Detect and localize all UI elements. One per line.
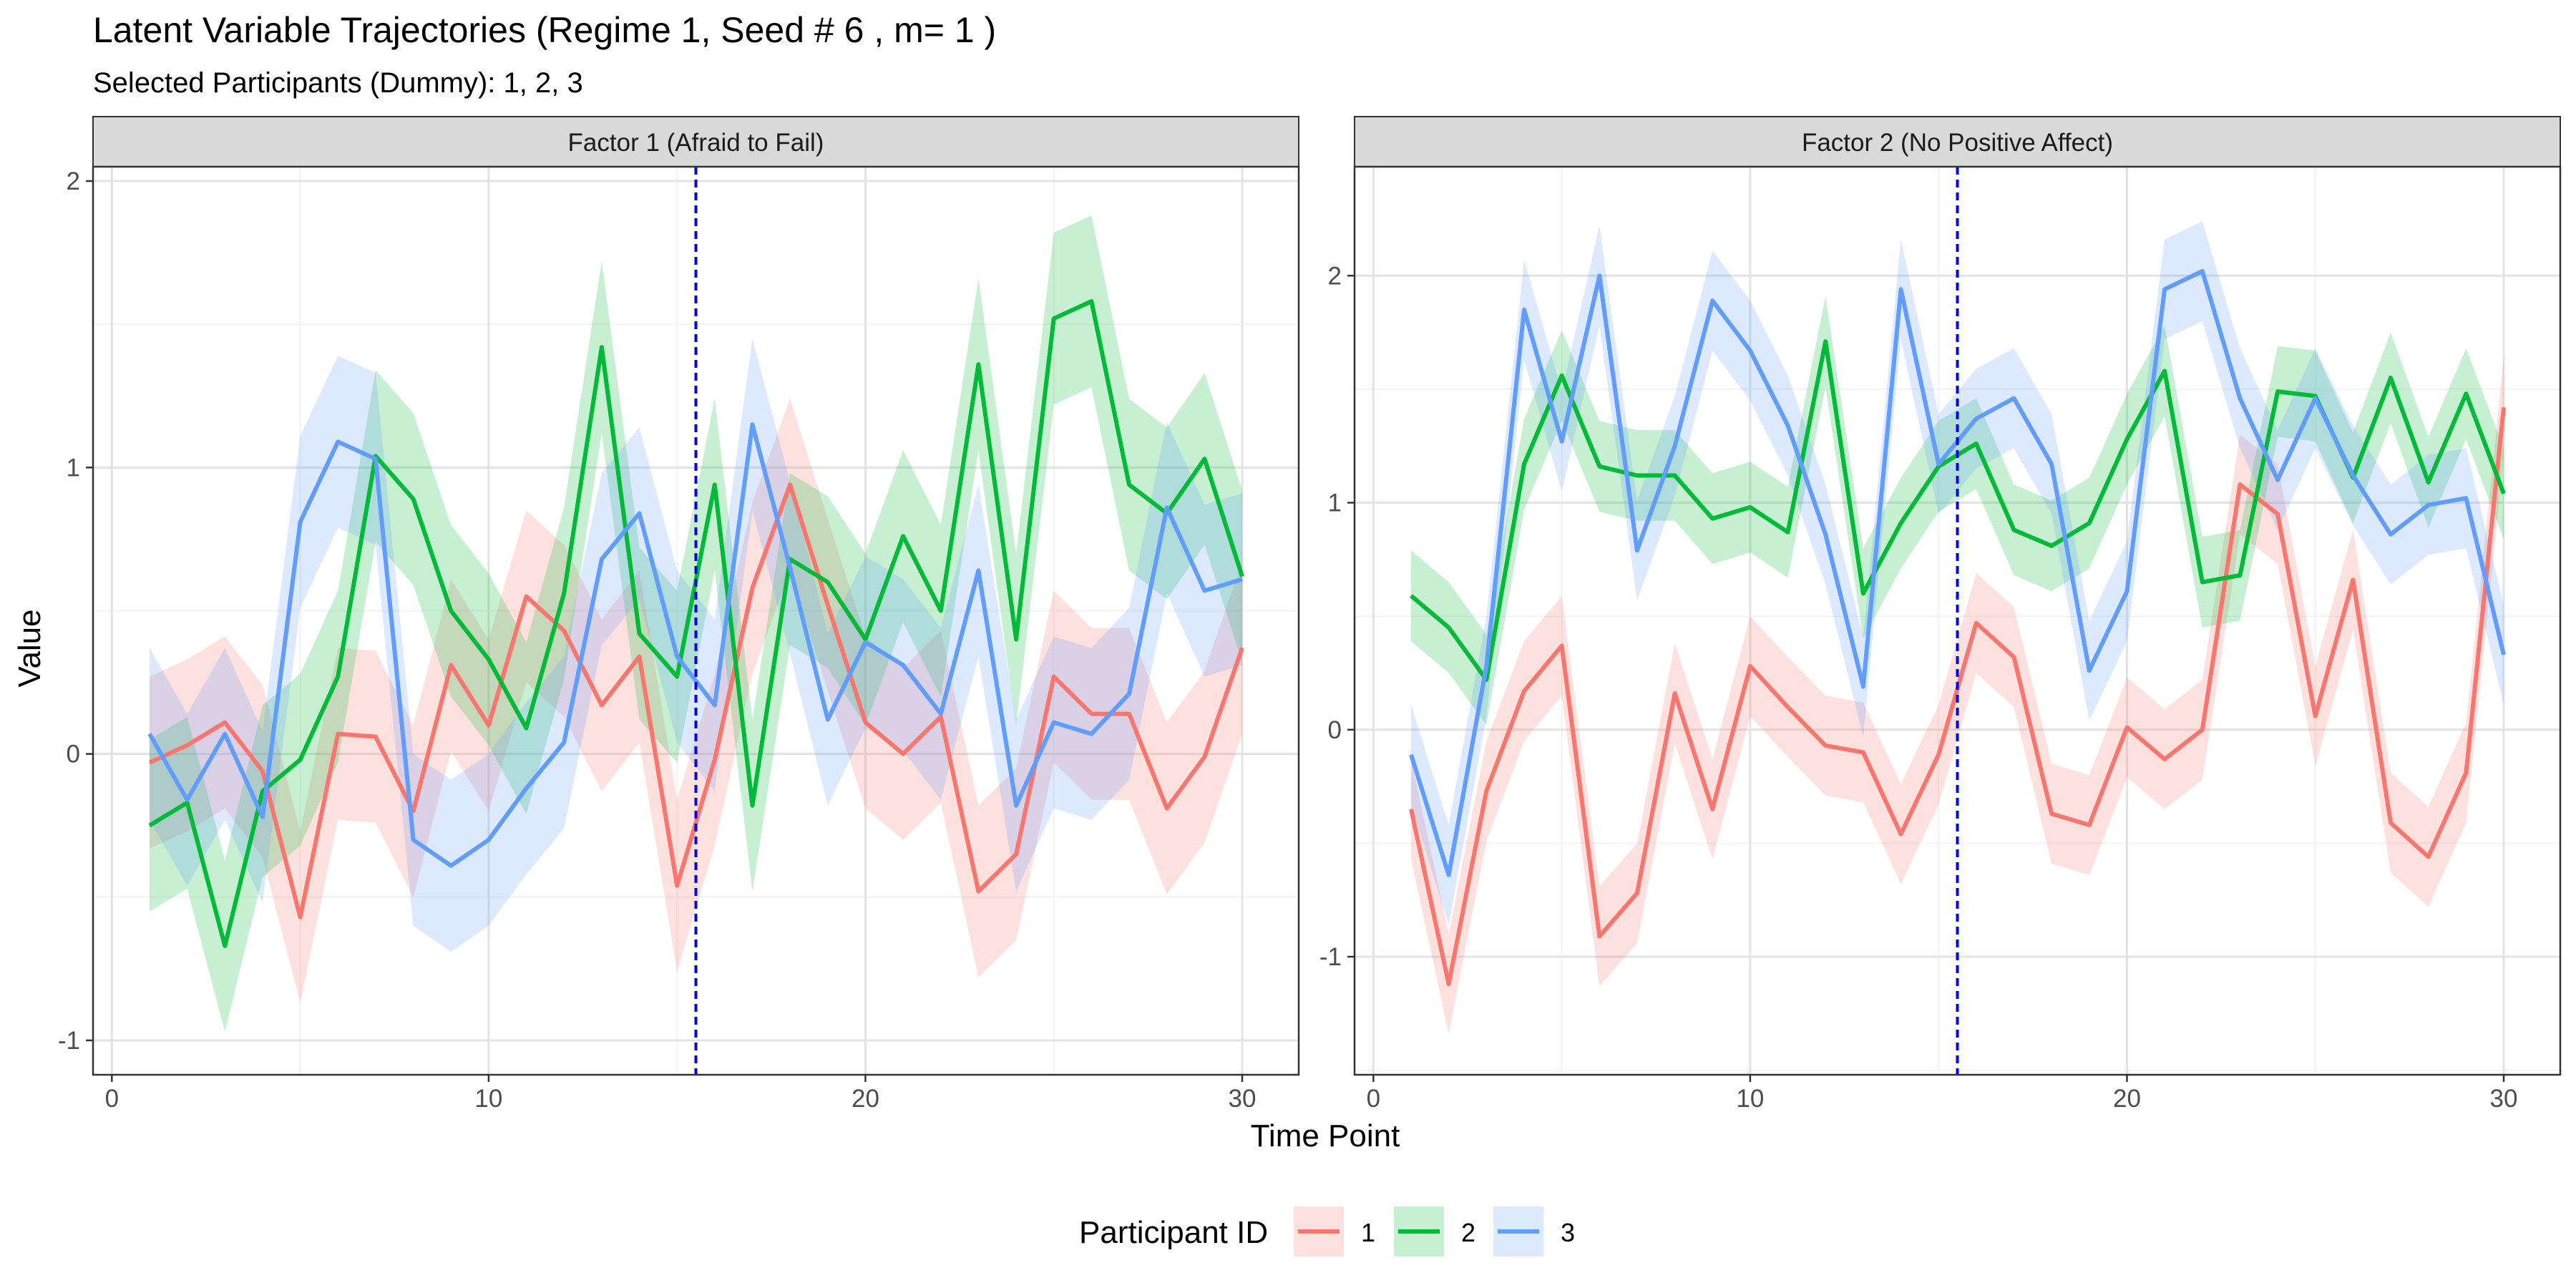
legend-label-3: 3 bbox=[1561, 1218, 1575, 1247]
legend: Participant ID 1 2 3 bbox=[1079, 1206, 1575, 1257]
x-tick-label: 20 bbox=[852, 1085, 879, 1113]
y-tick-label: 1 bbox=[67, 454, 80, 482]
line-series-3 bbox=[147, 422, 1243, 868]
ribbon-series-3 bbox=[1411, 221, 2504, 925]
x-tick-label: 30 bbox=[1229, 1085, 1257, 1113]
x-tick-label: 0 bbox=[105, 1085, 119, 1113]
x-tick-label: 10 bbox=[474, 1085, 502, 1113]
y-tick-label: 0 bbox=[1328, 716, 1342, 744]
x-tick-label: 0 bbox=[1367, 1085, 1380, 1113]
y-tick-label: -1 bbox=[1319, 943, 1342, 971]
y-axis-label: Value bbox=[12, 609, 47, 687]
chart-title: Latent Variable Trajectories (Regime 1, … bbox=[93, 10, 996, 50]
y-tick-label: 2 bbox=[67, 167, 80, 195]
y-tick-label: -1 bbox=[58, 1027, 80, 1055]
legend-title: Participant ID bbox=[1079, 1215, 1268, 1250]
x-tick-label: 30 bbox=[2490, 1085, 2518, 1113]
panel-border bbox=[92, 165, 1300, 1076]
facet-strip-label: Factor 1 (Afraid to Fail) bbox=[568, 129, 824, 157]
y-tick-label: 0 bbox=[67, 741, 80, 769]
facet-strip bbox=[1354, 116, 2561, 167]
line-series-1 bbox=[148, 482, 1244, 919]
facet-strip bbox=[92, 116, 1299, 167]
y-tick-label: 1 bbox=[1328, 489, 1342, 517]
x-axis-label: Time Point bbox=[1251, 1118, 1400, 1153]
facet-strip-label: Factor 2 (No Positive Affect) bbox=[1802, 129, 2113, 157]
panel-border bbox=[1353, 165, 2562, 1076]
panel-factor-1: Factor 1 (Afraid to Fail) 0 10 20 30 -1 0 1 2 bbox=[58, 116, 1300, 1113]
x-tick-label: 10 bbox=[1736, 1085, 1764, 1113]
legend-label-2: 2 bbox=[1461, 1218, 1475, 1247]
legend-label-1: 1 bbox=[1361, 1218, 1375, 1247]
y-tick-label: 2 bbox=[1328, 262, 1342, 290]
ribbon-series-2 bbox=[1411, 296, 2504, 726]
panel-factor-2: Factor 2 (No Positive Affect) 0 10 20 30 -1 0 1… bbox=[1319, 116, 2562, 1113]
x-tick-label: 20 bbox=[2113, 1085, 2141, 1113]
chart-subtitle: Selected Participants (Dummy): 1, 2, 3 bbox=[93, 67, 583, 99]
